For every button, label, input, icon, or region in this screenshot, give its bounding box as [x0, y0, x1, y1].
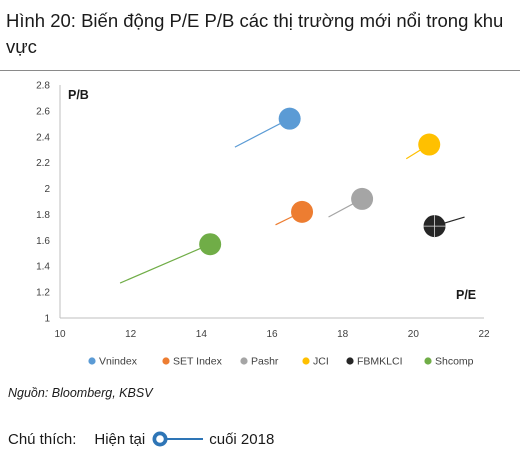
y-tick-label: 1	[44, 314, 50, 325]
legend-marker	[88, 357, 96, 365]
x-tick-label: 10	[54, 329, 66, 340]
title-divider	[0, 70, 520, 71]
data-point	[291, 200, 314, 223]
note-previous-label: cuối 2018	[209, 430, 275, 448]
trail-line	[119, 243, 211, 284]
y-tick-label: 2	[44, 184, 50, 195]
y-tick-label: 1.8	[36, 210, 50, 221]
x-tick-label: 20	[408, 329, 420, 340]
y-tick-label: 1.4	[36, 262, 50, 273]
note-label: Chú thích:	[8, 430, 77, 448]
legend-marker	[346, 357, 354, 365]
x-tick-label: 18	[337, 329, 349, 340]
y-tick-label: 2.4	[36, 132, 50, 143]
x-tick-label: 12	[125, 329, 137, 340]
data-point	[278, 107, 301, 130]
legend-label: Vnindex	[99, 356, 138, 368]
figure-title: Hình 20: Biến động P/E P/B các thị trườn…	[6, 10, 504, 57]
scatter-chart: 1 1.2 1.4 1.6 1.8 2 2.2 2.4 2.6 2.8 10 12 14 16 18 20 22…	[36, 81, 490, 368]
note-current-label: Hiện tại	[94, 430, 146, 448]
data-point	[418, 133, 441, 156]
data-point	[199, 233, 222, 256]
legend-label: JCI	[313, 356, 329, 368]
chart-legend-note: Chú thích: Hiện tại cuối 2018	[8, 428, 274, 450]
x-axis-label: P/E	[456, 288, 476, 302]
legend-label: Shcomp	[435, 356, 474, 368]
y-tick-label: 1.2	[36, 288, 50, 299]
y-tick-label: 1.6	[36, 236, 50, 247]
y-tick-label: 2.2	[36, 158, 50, 169]
legend-label: FBMKLCI	[357, 356, 403, 368]
legend-marker	[302, 357, 310, 365]
y-tick-label: 2.6	[36, 106, 50, 117]
source-note: Nguồn: Bloomberg, KBSV	[8, 386, 153, 400]
legend-label: SET Index	[173, 356, 223, 368]
legend-marker	[424, 357, 432, 365]
legend-marker	[240, 357, 248, 365]
data-point	[351, 187, 374, 210]
legend-label: Pashr	[251, 356, 279, 368]
note-marker-sample	[152, 431, 204, 447]
x-tick-label: 16	[266, 329, 278, 340]
x-tick-label: 14	[196, 329, 208, 340]
y-axis-label: P/B	[68, 88, 89, 102]
legend-marker	[162, 357, 170, 365]
y-tick-label: 2.8	[36, 81, 50, 92]
x-tick-label: 22	[478, 329, 490, 340]
